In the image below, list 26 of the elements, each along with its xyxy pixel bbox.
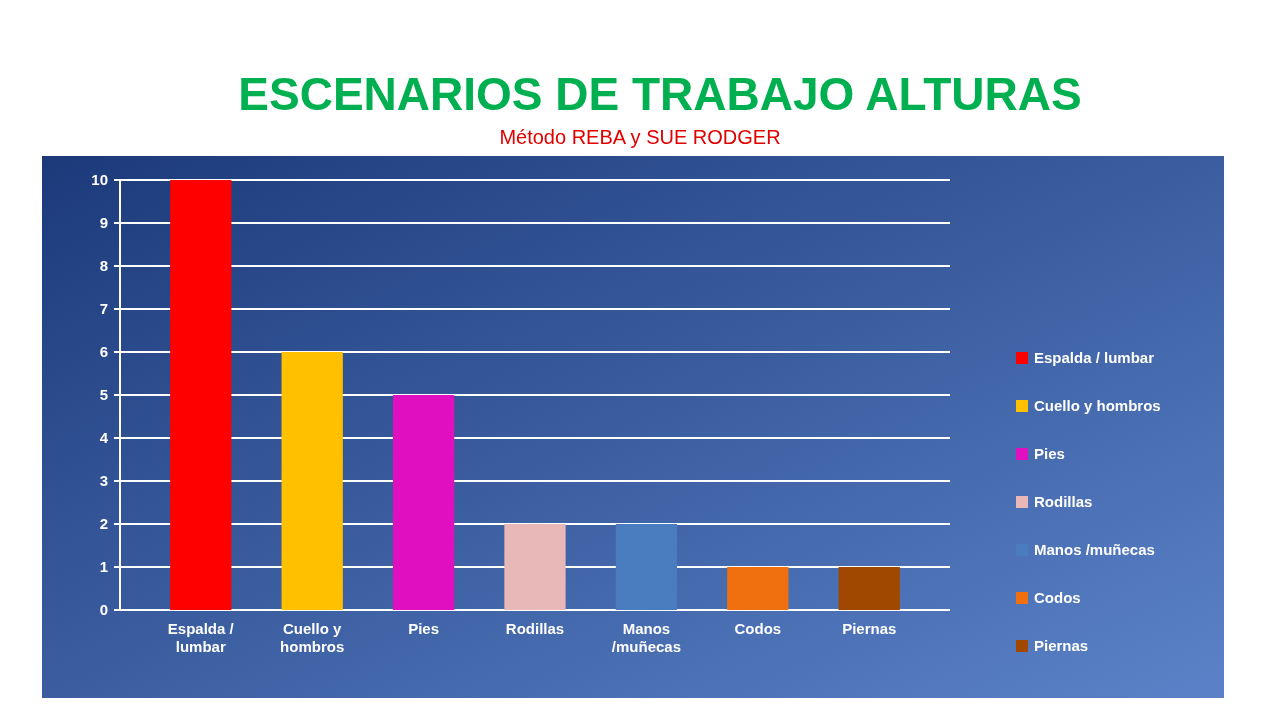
- y-tick-label: 4: [99, 429, 109, 447]
- legend-label: Rodillas: [1034, 493, 1093, 511]
- x-tick-label: Rodillas: [505, 620, 565, 637]
- y-tick-label: 3: [99, 472, 108, 490]
- y-tick-label: 6: [99, 343, 108, 361]
- x-tick-label: Piernas: [842, 620, 897, 637]
- x-tick-label: Pies: [408, 620, 440, 637]
- y-tick-label: 8: [99, 257, 108, 275]
- x-tick-label: Codos: [734, 620, 782, 637]
- x-tick-label: Cuello y hombros: [280, 620, 345, 655]
- legend-label: Codos: [1034, 589, 1081, 607]
- chart-title: ESCENARIOS DE TRABAJO ALTURAS: [238, 68, 1082, 120]
- y-tick-label: 10: [91, 171, 108, 189]
- chart-subtitle: Método REBA y SUE RODGER: [499, 126, 781, 148]
- y-tick-label: 0: [99, 601, 108, 619]
- legend-label: Cuello y hombros: [1034, 397, 1161, 415]
- y-tick-label: 5: [99, 386, 108, 404]
- legend-label: Pies: [1034, 445, 1065, 463]
- legend-label: Espalda / lumbar: [1034, 349, 1155, 367]
- y-tick-label: 2: [99, 515, 108, 533]
- y-tick-label: 9: [99, 214, 108, 232]
- x-tick-label: Manos /muñecas: [611, 620, 682, 655]
- legend-label: Manos /muñecas: [1034, 541, 1155, 559]
- y-tick-label: 7: [99, 300, 108, 318]
- y-tick-label: 1: [99, 558, 108, 576]
- x-tick-label: Espalda / lumbar: [167, 620, 235, 655]
